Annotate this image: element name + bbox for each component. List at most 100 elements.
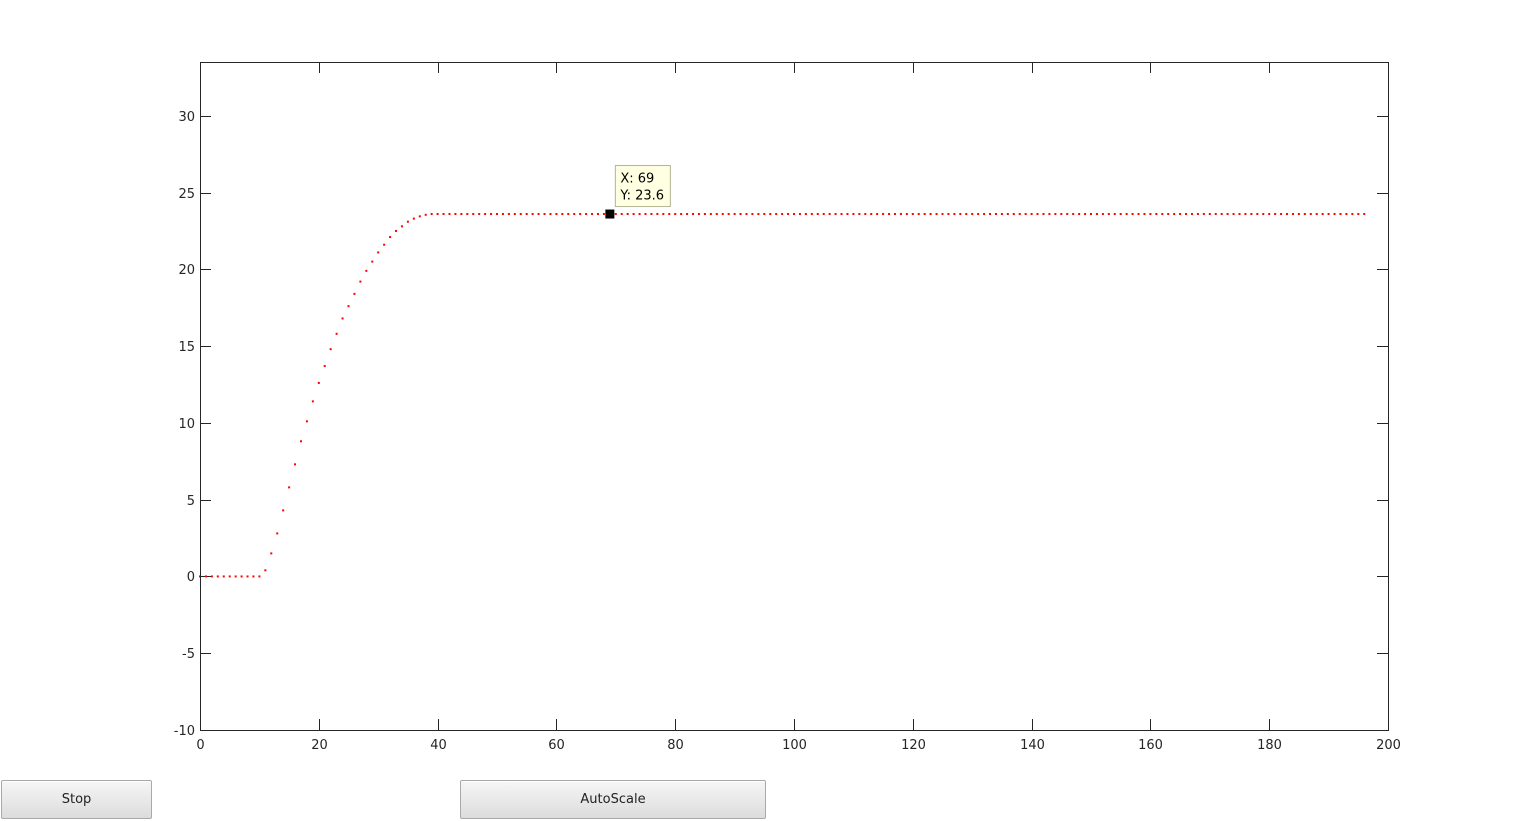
- data-point: [1232, 213, 1235, 216]
- data-point: [876, 213, 879, 216]
- data-point: [216, 575, 219, 578]
- data-point: [1000, 213, 1003, 216]
- data-point: [828, 213, 831, 216]
- data-point: [1250, 213, 1253, 216]
- datatip-marker[interactable]: [605, 209, 615, 219]
- data-point: [531, 213, 534, 216]
- plot-canvas[interactable]: 0 20 40 60 80 100 120 140 160 180 200 -10 -5 0 5 10 15 20…: [0, 0, 1535, 780]
- data-point: [697, 213, 700, 216]
- data-point: [941, 213, 944, 216]
- data-point: [668, 213, 671, 216]
- data-point: [775, 213, 778, 216]
- data-point: [561, 213, 564, 216]
- x-tick-label: 140: [1020, 738, 1045, 753]
- data-point: [893, 213, 896, 216]
- data-point: [929, 213, 932, 216]
- data-point: [406, 220, 409, 223]
- data-point: [989, 213, 992, 216]
- data-point: [977, 213, 980, 216]
- y-tick-label: -10: [174, 724, 195, 739]
- y-tick-label: 30: [178, 110, 195, 125]
- data-point: [365, 269, 368, 272]
- y-tick-label: 0: [187, 570, 195, 585]
- data-point: [1137, 213, 1140, 216]
- x-tick-label: 20: [311, 738, 328, 753]
- data-point: [543, 213, 546, 216]
- y-tick-label: 5: [187, 494, 195, 509]
- data-point: [870, 213, 873, 216]
- data-point: [1208, 213, 1211, 216]
- y-tick-label: -5: [182, 647, 195, 662]
- data-point: [1220, 213, 1223, 216]
- data-point: [1297, 213, 1300, 216]
- data-point: [371, 260, 374, 263]
- data-point: [1054, 213, 1057, 216]
- data-point: [715, 213, 718, 216]
- data-point: [311, 400, 314, 403]
- data-point: [317, 381, 320, 384]
- data-point: [1006, 213, 1009, 216]
- data-point: [228, 575, 231, 578]
- data-point: [1018, 213, 1021, 216]
- data-point: [810, 213, 813, 216]
- x-tick-label: 120: [901, 738, 926, 753]
- data-point: [917, 213, 920, 216]
- data-point: [567, 213, 570, 216]
- datatip-y-text: Y: 23.6: [619, 189, 664, 204]
- data-point: [591, 213, 594, 216]
- data-point: [751, 213, 754, 216]
- data-point: [1095, 213, 1098, 216]
- data-point: [1101, 213, 1104, 216]
- data-point: [234, 575, 237, 578]
- data-point: [1274, 213, 1277, 216]
- data-point: [620, 213, 623, 216]
- data-point: [745, 213, 748, 216]
- data-point: [858, 213, 861, 216]
- data-point: [882, 213, 885, 216]
- data-point: [525, 213, 528, 216]
- data-point: [733, 213, 736, 216]
- data-point: [424, 213, 427, 216]
- data-point: [472, 213, 475, 216]
- data-point: [1357, 213, 1360, 216]
- data-point: [294, 463, 297, 466]
- data-point: [1321, 213, 1324, 216]
- datatip[interactable]: X: 69 Y: 23.6: [614, 165, 671, 208]
- data-point: [1351, 213, 1354, 216]
- data-point: [923, 213, 926, 216]
- autoscale-button[interactable]: AutoScale: [460, 780, 766, 819]
- data-point: [626, 213, 629, 216]
- data-point: [329, 348, 332, 351]
- data-point: [359, 280, 362, 283]
- data-point: [377, 251, 380, 254]
- data-point: [1238, 213, 1241, 216]
- data-point: [305, 420, 308, 423]
- data-point: [1155, 213, 1158, 216]
- data-point: [418, 215, 421, 218]
- data-point: [341, 317, 344, 320]
- data-point: [834, 213, 837, 216]
- data-point: [846, 213, 849, 216]
- x-tick-label: 80: [667, 738, 684, 753]
- x-tick-label: 60: [548, 738, 565, 753]
- data-point: [947, 213, 950, 216]
- data-point: [1149, 213, 1152, 216]
- x-tick-label: 0: [196, 738, 204, 753]
- data-point: [383, 243, 386, 246]
- data-point: [1363, 213, 1366, 216]
- stop-button[interactable]: Stop: [1, 780, 152, 819]
- data-point: [400, 225, 403, 228]
- data-point: [911, 213, 914, 216]
- data-point: [323, 365, 326, 368]
- data-point: [1042, 213, 1045, 216]
- data-point: [650, 213, 653, 216]
- data-point: [353, 292, 356, 295]
- data-point: [1048, 213, 1051, 216]
- data-point: [549, 213, 552, 216]
- data-point: [1327, 213, 1330, 216]
- data-point: [347, 305, 350, 308]
- data-point: [793, 213, 795, 216]
- data-point: [596, 213, 599, 216]
- x-tick-label: 180: [1257, 738, 1282, 753]
- data-point: [1280, 213, 1283, 216]
